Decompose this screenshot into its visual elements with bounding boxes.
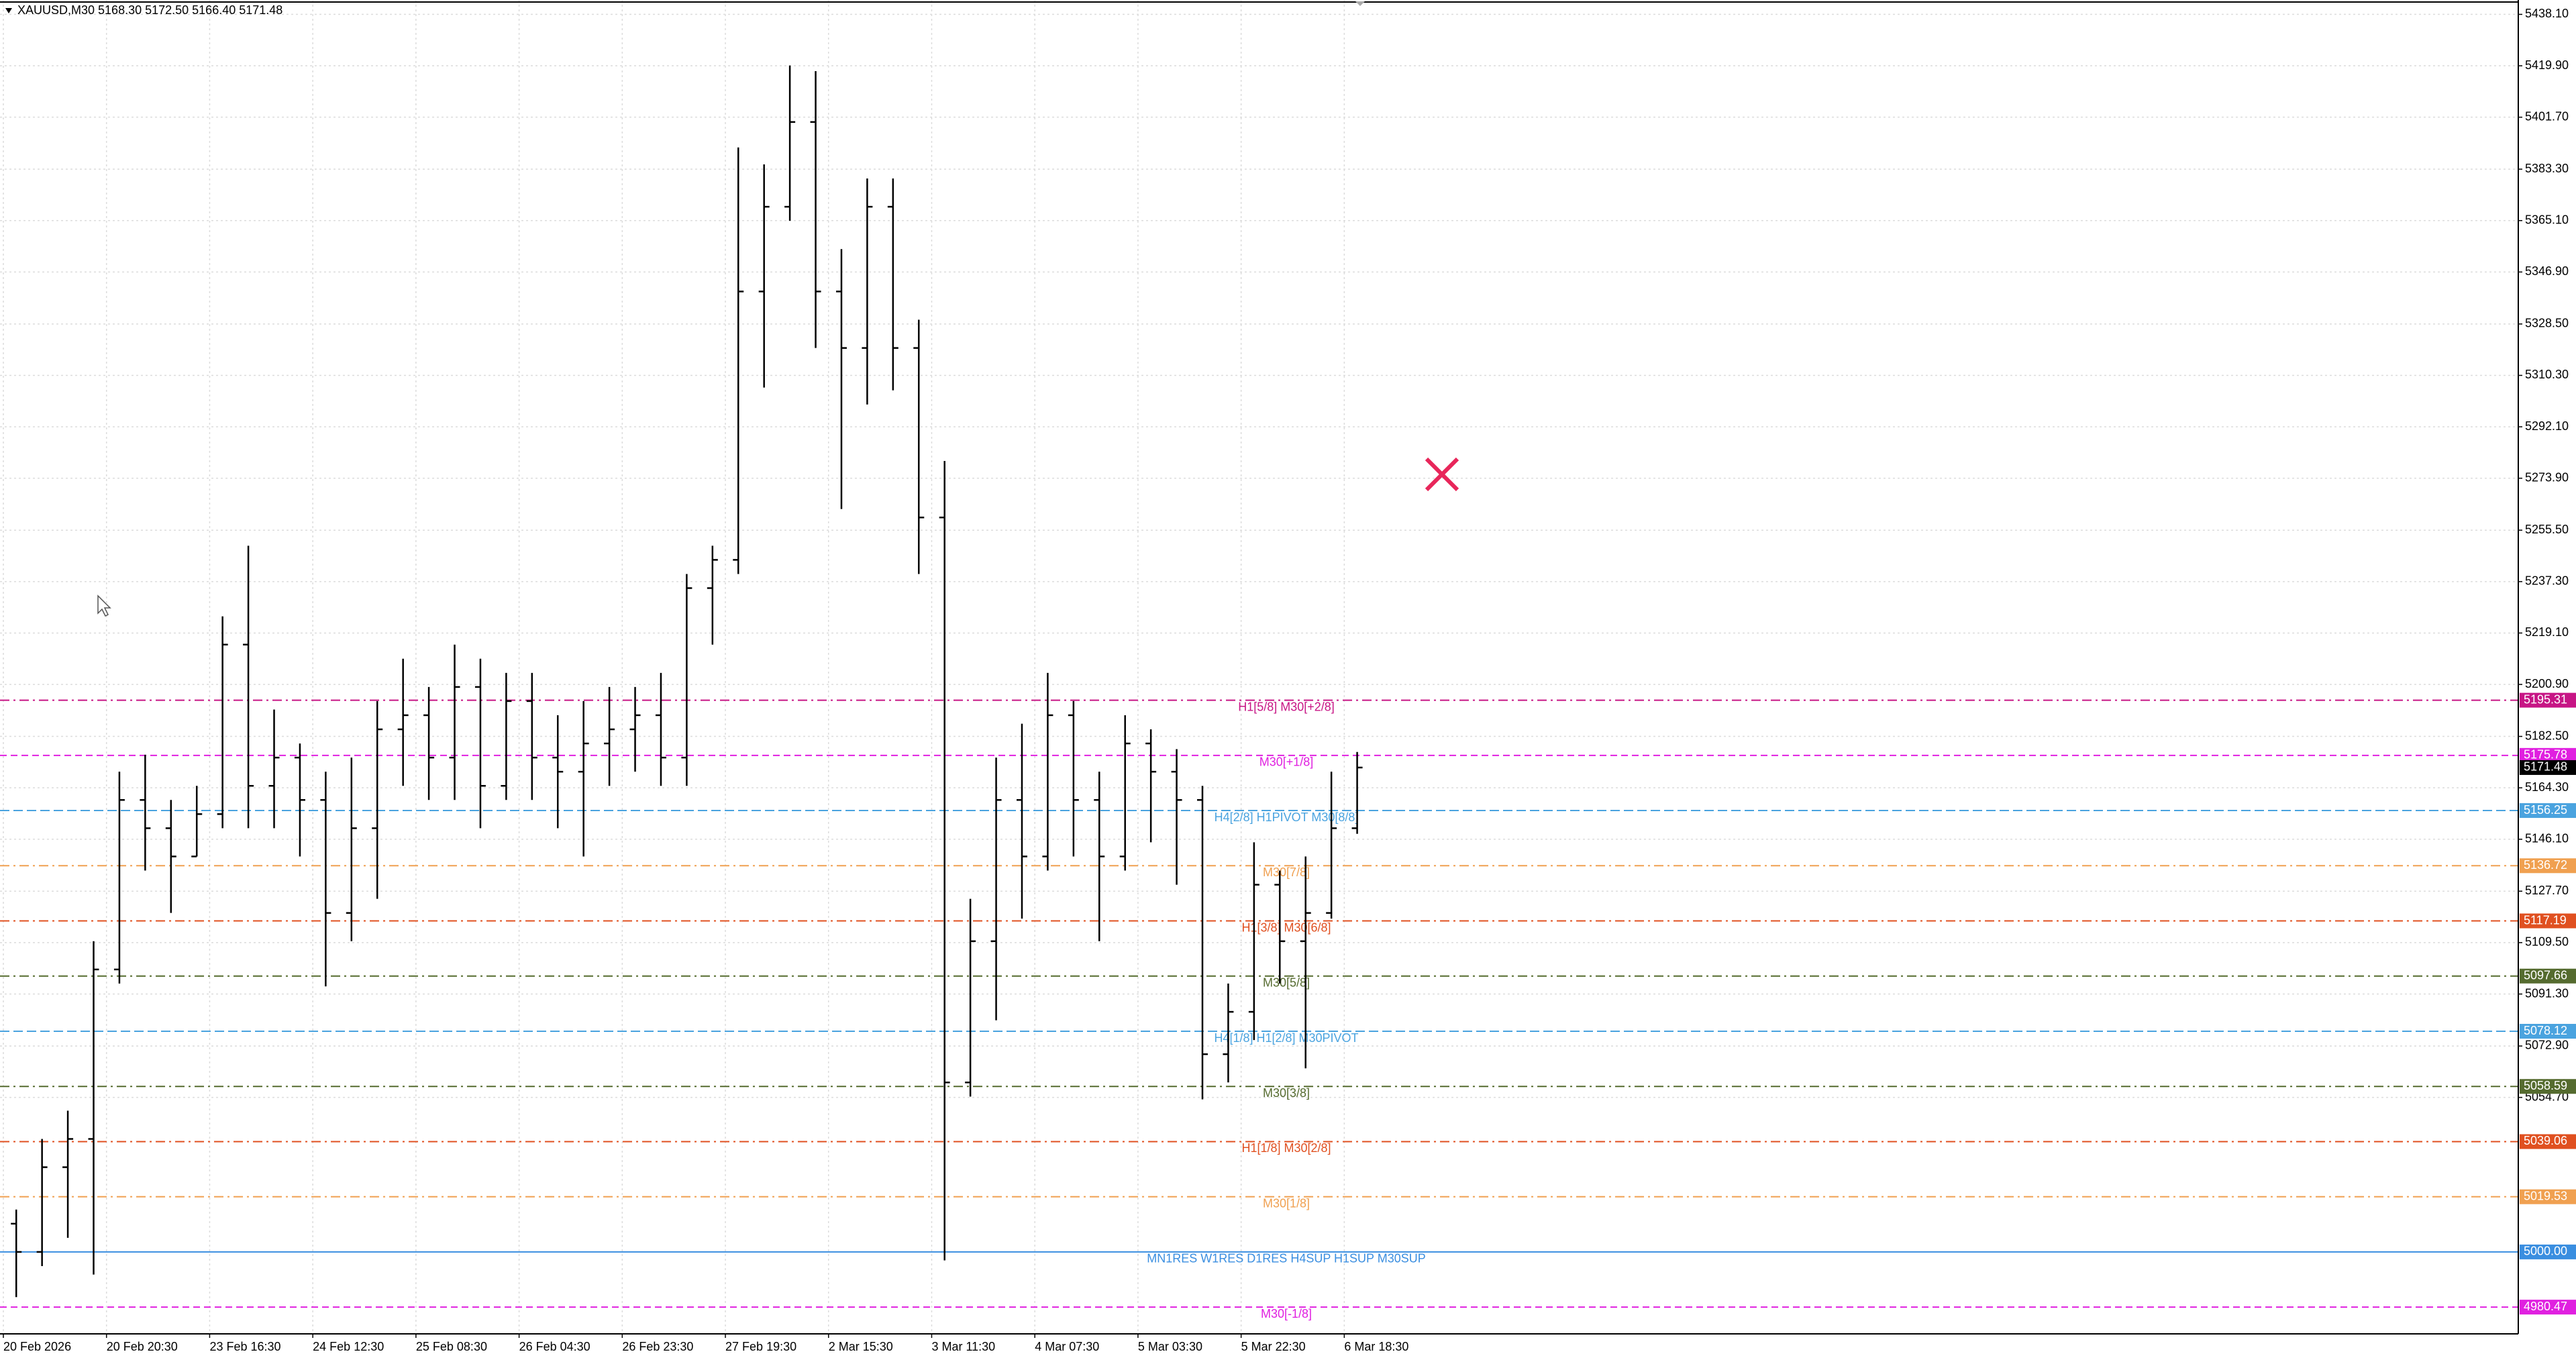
x-tick-label: 23 Feb 16:30 [209,1340,280,1353]
price-tag-label: 5039.06 [2524,1134,2567,1147]
y-tick-label: 5072.90 [2525,1039,2569,1052]
price-tag-label: 5097.66 [2524,968,2567,982]
level-label: M30[7/8] [1263,866,1310,879]
y-tick-label: 5219.10 [2525,625,2569,639]
x-tick-label: 20 Feb 2026 [3,1340,71,1353]
bid-tag-label: 5171.48 [2524,760,2567,774]
y-tick-label: 5292.10 [2525,419,2569,433]
price-tag-label: 5156.25 [2524,803,2567,817]
y-tick-label: 5438.10 [2525,7,2569,20]
level-label: H1[1/8] M30[2/8] [1241,1141,1331,1155]
bid-tag [2520,760,2576,775]
x-tick-label: 26 Feb 23:30 [622,1340,693,1353]
price-tag-label: 5019.53 [2524,1189,2567,1202]
x-tick-label: 6 Mar 18:30 [1344,1340,1408,1353]
x-tick-label: 24 Feb 12:30 [313,1340,384,1353]
price-tag [2520,1189,2576,1204]
price-tag [2520,1134,2576,1149]
y-tick-label: 5346.90 [2525,264,2569,278]
price-tag-label: 5195.31 [2524,692,2567,706]
price-tag [2520,968,2576,984]
y-tick-label: 5237.30 [2525,574,2569,588]
y-tick-label: 5419.90 [2525,58,2569,72]
y-tick-label: 5365.10 [2525,213,2569,227]
level-label: H1[5/8] M30[+2/8] [1238,700,1335,713]
close-cross [1425,457,1459,492]
level-label: H1[3/8] M30[6/8] [1241,921,1331,934]
price-tag [2520,1024,2576,1039]
price-tag-label: 5136.72 [2524,858,2567,872]
price-tag [2520,747,2576,763]
x-tick-label: 3 Mar 11:30 [931,1340,995,1353]
bars [11,65,1363,1298]
grid [0,0,2518,1334]
y-tick-label: 5164.30 [2525,780,2569,794]
price-tag [2520,1079,2576,1094]
symbol-menu-arrow[interactable] [5,8,12,13]
chart-title: XAUUSD,M30 5168.30 5172.50 5166.40 5171.… [17,3,282,17]
y-tick-label: 5182.50 [2525,729,2569,742]
x-tick-label: 20 Feb 20:30 [107,1340,178,1353]
level-label: M30[5/8] [1263,976,1310,989]
price-tag [2520,692,2576,708]
y-tick-label: 5401.70 [2525,109,2569,123]
y-tick-label: 5200.90 [2525,677,2569,690]
level-label: M30[3/8] [1263,1086,1310,1100]
shift-marker[interactable] [1355,1,1365,6]
price-tag [2520,803,2576,819]
price-tag-label: 5175.78 [2524,748,2567,762]
x-tick-label: 5 Mar 22:30 [1241,1340,1306,1353]
y-tick-label: 5091.30 [2525,986,2569,1000]
y-tick-label: 5255.50 [2525,523,2569,536]
x-tick-label: 2 Mar 15:30 [829,1340,893,1353]
level-label: M30[1/8] [1263,1196,1310,1210]
price-tag [2520,1244,2576,1259]
level-label: M30[-1/8] [1261,1307,1312,1320]
price-tag-label: 5058.59 [2524,1079,2567,1092]
x-tick-label: 26 Feb 04:30 [519,1340,590,1353]
y-tick-label: 5146.10 [2525,832,2569,845]
x-tick-label: 27 Feb 19:30 [725,1340,796,1353]
y-tick-label: 5109.50 [2525,935,2569,949]
price-tag [2520,913,2576,929]
price-tag-label: 5000.00 [2524,1245,2567,1258]
price-tag [2520,1300,2576,1315]
price-tag-label: 5117.19 [2524,913,2567,927]
y-tick-label: 5328.50 [2525,317,2569,330]
price-tag-label: 5078.12 [2524,1024,2567,1037]
x-tick-label: 25 Feb 08:30 [416,1340,487,1353]
price-tag-label: 4980.47 [2524,1300,2567,1313]
y-tick-label: 5310.30 [2525,368,2569,381]
mouse-cursor [97,594,111,617]
level-label: MN1RES W1RES D1RES H4SUP H1SUP M30SUP [1147,1252,1425,1265]
level-label: H4[2/8] H1PIVOT M30[8/8] [1215,811,1359,824]
level-label: M30[+1/8] [1259,755,1314,769]
y-tick-label: 5383.30 [2525,162,2569,175]
x-tick-label: 5 Mar 03:30 [1138,1340,1202,1353]
x-tick-label: 4 Mar 07:30 [1035,1340,1099,1353]
level-label: H4[1/8] H1[2/8] M30PIVOT [1214,1031,1358,1045]
y-tick-label: 5127.70 [2525,884,2569,897]
y-tick-label: 5273.90 [2525,470,2569,484]
price-tag [2520,858,2576,874]
levels: H1[5/8] M30[+2/8] M30[+1/8] H4[2/8] H1PIVO… [0,699,2518,1320]
